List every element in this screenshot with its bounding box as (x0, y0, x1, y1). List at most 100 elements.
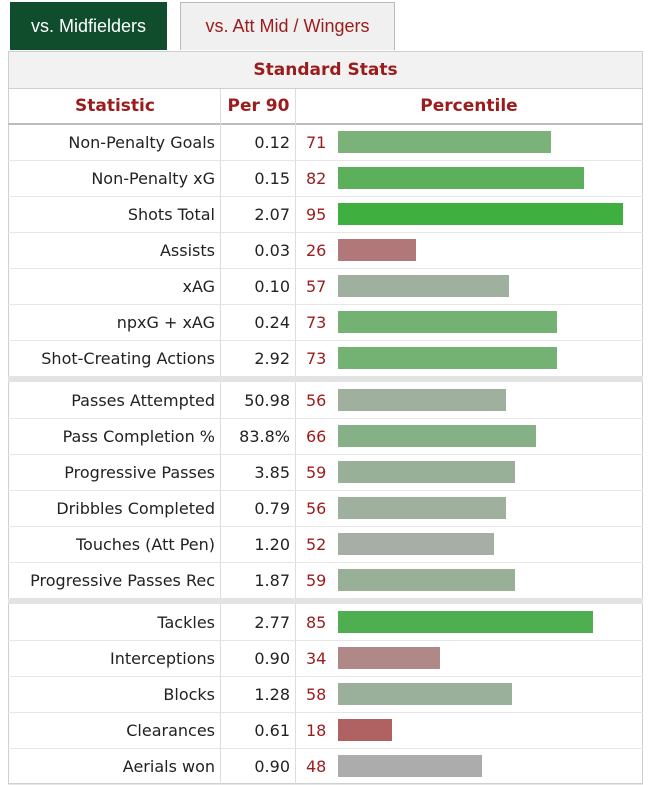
per-90-value: 2.77 (254, 613, 290, 632)
stat-name: Tackles (157, 613, 215, 632)
stat-name: Passes Attempted (71, 391, 215, 410)
per-90-value: 83.8% (239, 427, 290, 446)
percentile-value: 26 (306, 241, 327, 260)
percentile-value: 48 (306, 757, 327, 776)
stat-name: Progressive Passes (64, 463, 215, 482)
percentile-value: 59 (306, 571, 327, 590)
percentile-bar (338, 569, 515, 591)
per-90-value: 0.15 (254, 169, 290, 188)
table-row: Clearances 0.61 18 (8, 713, 643, 749)
stat-name: Pass Completion % (62, 427, 215, 446)
tab-vs-midfielders[interactable]: vs. Midfielders (10, 2, 167, 50)
stat-name: Shots Total (127, 205, 215, 224)
table-row: Touches (Att Pen) 1.20 52 (8, 527, 643, 563)
percentile-value: 73 (306, 349, 327, 368)
header-percentile[interactable]: Percentile (420, 96, 518, 116)
header-per-90[interactable]: Per 90 (227, 96, 290, 116)
percentile-value: 56 (306, 499, 327, 518)
percentile-bar (338, 347, 557, 369)
per-90-value: 50.98 (244, 391, 290, 410)
table-row: Passes Attempted 50.98 56 (8, 383, 643, 419)
stat-name: Aerials won (122, 757, 215, 776)
percentile-value: 56 (306, 391, 327, 410)
per-90-value: 1.20 (254, 535, 290, 554)
percentile-value: 57 (306, 277, 327, 296)
percentile-bar (338, 755, 482, 777)
stat-name: Progressive Passes Rec (30, 571, 215, 590)
per-90-value: 0.61 (254, 721, 290, 740)
table-row: Non-Penalty xG 0.15 82 (8, 161, 643, 197)
stat-name: Shot-Creating Actions (41, 349, 215, 368)
percentile-bar (338, 719, 392, 741)
table-row: xAG 0.10 57 (8, 269, 643, 305)
table-row: Assists 0.03 26 (8, 233, 643, 269)
per-90-value: 2.92 (254, 349, 290, 368)
percentile-bar (338, 275, 509, 297)
table-row: Progressive Passes Rec 1.87 59 (8, 563, 643, 599)
percentile-bar (338, 311, 557, 333)
percentile-bar (338, 239, 416, 261)
percentile-value: 82 (306, 169, 327, 188)
tab-vs-att-mid-wingers[interactable]: vs. Att Mid / Wingers (180, 2, 395, 50)
percentile-value: 71 (306, 133, 327, 152)
stat-name: Non-Penalty xG (91, 169, 215, 188)
table-row: Shot-Creating Actions 2.92 73 (8, 341, 643, 377)
table-row: Interceptions 0.90 34 (8, 641, 643, 677)
percentile-bar (338, 167, 584, 189)
column-divider (220, 89, 221, 784)
per-90-value: 2.07 (254, 205, 290, 224)
percentile-value: 73 (306, 313, 327, 332)
percentile-value: 18 (306, 721, 327, 740)
percentile-bar (338, 611, 593, 633)
percentile-bar (338, 683, 512, 705)
per-90-value: 0.90 (254, 649, 290, 668)
percentile-bar (338, 533, 494, 555)
table-header: Statistic Per 90 Percentile (8, 89, 643, 125)
percentile-bar (338, 389, 506, 411)
table-row: Aerials won 0.90 48 (8, 749, 643, 785)
table-row: Pass Completion % 83.8% 66 (8, 419, 643, 455)
header-statistic[interactable]: Statistic (75, 96, 155, 116)
group-separator (8, 598, 643, 604)
percentile-bar (338, 131, 551, 153)
percentile-bar (338, 425, 536, 447)
percentile-value: 52 (306, 535, 327, 554)
column-divider (295, 89, 296, 784)
percentile-bar (338, 497, 506, 519)
percentile-value: 95 (306, 205, 327, 224)
stat-name: npxG + xAG (116, 313, 215, 332)
stat-name: Touches (Att Pen) (75, 535, 215, 554)
percentile-bar (338, 461, 515, 483)
stat-name: Dribbles Completed (56, 499, 215, 518)
table-row: Progressive Passes 3.85 59 (8, 455, 643, 491)
table-row: npxG + xAG 0.24 73 (8, 305, 643, 341)
per-90-value: 1.87 (254, 571, 290, 590)
per-90-value: 0.79 (254, 499, 290, 518)
percentile-value: 59 (306, 463, 327, 482)
per-90-value: 0.03 (254, 241, 290, 260)
table-row: Dribbles Completed 0.79 56 (8, 491, 643, 527)
table-caption: Standard Stats (8, 51, 643, 89)
group-separator (8, 376, 643, 382)
per-90-value: 0.10 (254, 277, 290, 296)
stat-name: Interceptions (110, 649, 215, 668)
percentile-value: 85 (306, 613, 327, 632)
per-90-value: 3.85 (254, 463, 290, 482)
percentile-bar (338, 647, 440, 669)
percentile-value: 34 (306, 649, 327, 668)
table-row: Non-Penalty Goals 0.12 71 (8, 125, 643, 161)
per-90-value: 1.28 (254, 685, 290, 704)
table-row: Tackles 2.77 85 (8, 605, 643, 641)
percentile-bar (338, 203, 623, 225)
per-90-value: 0.12 (254, 133, 290, 152)
stat-name: Non-Penalty Goals (68, 133, 215, 152)
per-90-value: 0.90 (254, 757, 290, 776)
stat-name: Clearances (126, 721, 215, 740)
table-row: Shots Total 2.07 95 (8, 197, 643, 233)
stat-name: Blocks (163, 685, 215, 704)
stat-name: Assists (159, 241, 215, 260)
percentile-value: 66 (306, 427, 327, 446)
stat-name: xAG (182, 277, 215, 296)
table-row: Blocks 1.28 58 (8, 677, 643, 713)
per-90-value: 0.24 (254, 313, 290, 332)
